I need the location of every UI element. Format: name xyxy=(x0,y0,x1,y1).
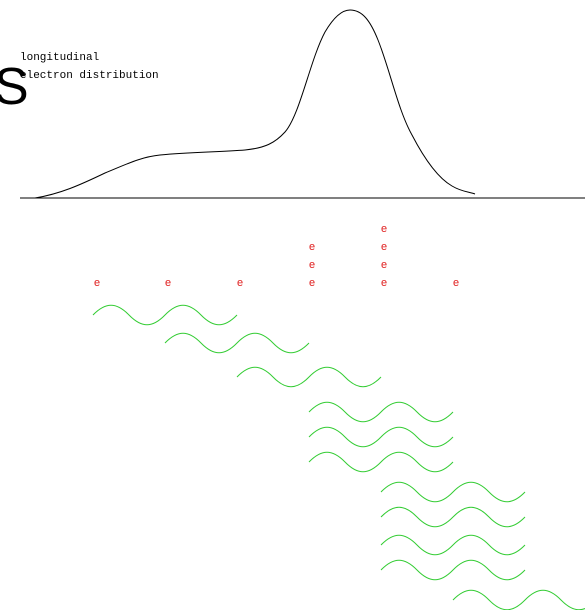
big-letter: S xyxy=(0,58,29,116)
caption: longitudinal xyxy=(20,52,99,64)
wave xyxy=(165,333,309,353)
wave xyxy=(309,427,453,447)
wave xyxy=(309,452,453,472)
electron: e xyxy=(381,260,388,272)
diagram: S longitudinal electron distribution eee… xyxy=(0,0,585,610)
electron: e xyxy=(309,260,316,272)
electron: e xyxy=(165,278,172,290)
wave xyxy=(453,590,585,610)
electron: e xyxy=(453,278,460,290)
wave xyxy=(381,560,525,580)
electron: e xyxy=(381,242,388,254)
electron: e xyxy=(381,278,388,290)
wave xyxy=(381,482,525,502)
page: S longitudinal electron distribution eee… xyxy=(0,0,585,610)
caption: electron distribution xyxy=(20,70,159,82)
electron: e xyxy=(94,278,101,290)
electron: e xyxy=(381,224,388,236)
wave xyxy=(381,507,525,527)
electron: e xyxy=(309,278,316,290)
wave xyxy=(309,402,453,422)
wave xyxy=(93,305,237,325)
distribution-curve xyxy=(35,10,475,198)
wave xyxy=(237,367,381,387)
electron: e xyxy=(309,242,316,254)
wave xyxy=(381,535,525,555)
electron: e xyxy=(237,278,244,290)
